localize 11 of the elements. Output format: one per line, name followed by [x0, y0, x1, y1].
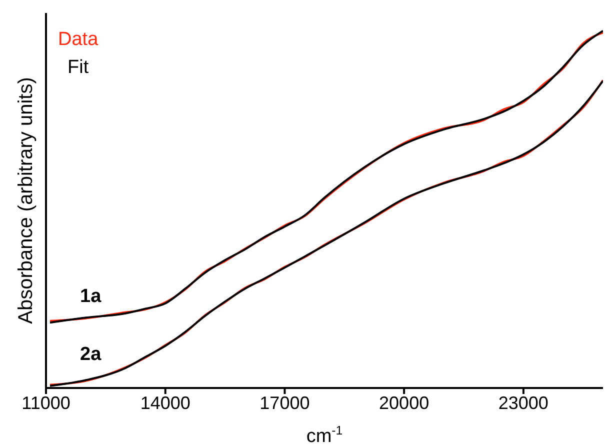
x-tick-label: 17000 — [260, 392, 310, 413]
x-tick-label: 20000 — [379, 392, 430, 413]
x-axis-title: cm$^{-1}$ — [306, 423, 343, 446]
x-tick-label: 23000 — [498, 392, 548, 413]
y-axis-title: Absorbance (arbitrary units) — [15, 77, 37, 324]
x-tick-label: 11000 — [22, 392, 70, 413]
text: Data — [58, 28, 98, 52]
annotation: 1a — [80, 286, 102, 308]
x-tick-label: 14000 — [140, 392, 190, 413]
annotation: 2a — [80, 344, 102, 366]
text: Fit — [66, 56, 90, 80]
